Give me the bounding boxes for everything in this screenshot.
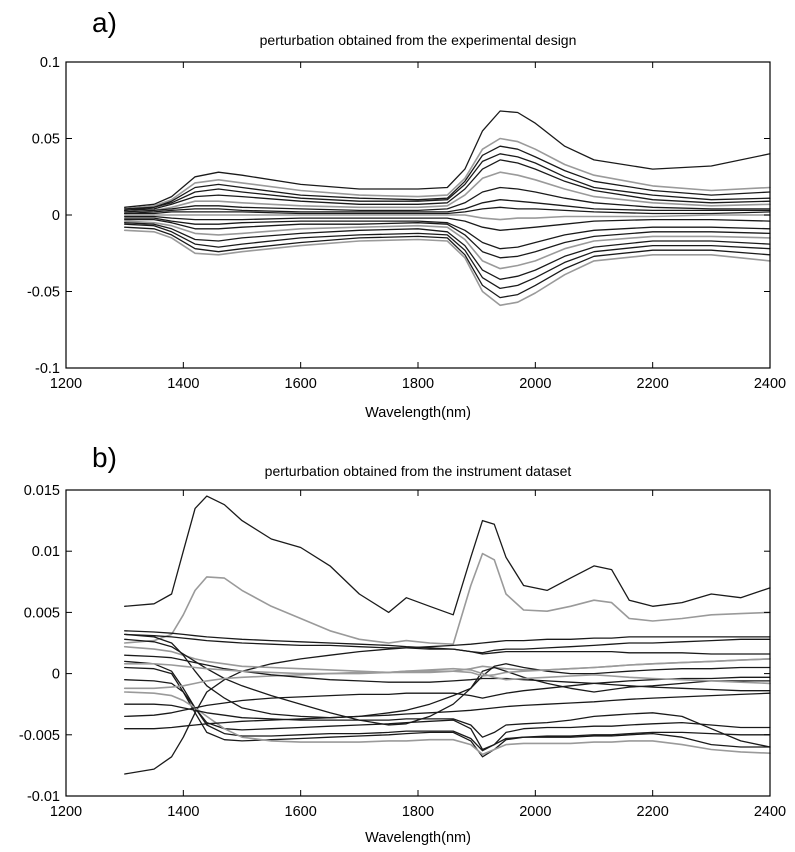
panel-a-series-line (124, 153, 771, 212)
panel-b-series-line (124, 660, 771, 751)
panel-b-y-tick-label: -0.01 (27, 789, 60, 805)
panel-a-letter: a) (92, 7, 117, 38)
panel-a-x-tick-label: 2000 (519, 376, 551, 392)
panel-a-x-tick-label: 1800 (402, 376, 434, 392)
panel-b-curves (123, 495, 771, 775)
panel-a-series-line (124, 217, 771, 250)
panel-a-x-tick-label: 1200 (50, 376, 82, 392)
panel-b-series-line (123, 691, 771, 756)
panel-b-series-line (124, 654, 771, 692)
panel-a-y-tick-label: 0 (52, 208, 60, 224)
panel-b-y-tick-label: 0 (52, 667, 60, 683)
panel-b-series-line (123, 662, 771, 685)
panel-b-x-axis-label: Wavelength(nm) (365, 830, 471, 846)
panel-b: b) perturbation obtained from the instru… (19, 442, 786, 846)
panel-b-y-tick-label: 0.005 (24, 605, 60, 621)
panel-a-series-line (124, 222, 771, 280)
panel-b-x-tick-label: 1400 (167, 804, 199, 820)
panel-b-x-tick-label: 2000 (519, 804, 551, 820)
panel-a-series-line (124, 199, 771, 215)
panel-a-series-line (123, 171, 771, 213)
panel-a-y-tick-label: 0.05 (32, 132, 60, 148)
panel-a-series-line (124, 159, 771, 212)
panel-a-series-line (124, 145, 771, 210)
panel-b-letter: b) (92, 442, 117, 473)
panel-b-x-tick-label: 1800 (402, 804, 434, 820)
panel-a-series-line (123, 220, 771, 270)
panel-a-y-tick-label: -0.05 (27, 285, 60, 301)
panel-b-y-axis: -0.01 -0.005 0 0.005 0.01 0.015 (19, 483, 770, 805)
panel-a-x-axis-label: Wavelength(nm) (365, 405, 471, 421)
panel-b-series-line (123, 552, 771, 646)
panel-b-series-line (124, 633, 771, 655)
panel-b-series-line (124, 666, 771, 758)
panel-b-series-line (124, 676, 771, 718)
panel-a-series-line (124, 226, 771, 299)
panel-a-x-tick-label: 2400 (754, 376, 786, 392)
panel-b-series-line (124, 692, 771, 730)
panel-a-title: perturbation obtained from the experimen… (260, 32, 577, 48)
panel-a-y-tick-label: 0.1 (40, 55, 60, 71)
panel-a-y-tick-label: -0.1 (35, 361, 60, 377)
panel-a-series-line (124, 110, 771, 208)
panel-b-x-tick-label: 2400 (754, 804, 786, 820)
panel-a-x-tick-label: 2200 (637, 376, 669, 392)
panel-a-x-tick-label: 1400 (167, 376, 199, 392)
panel-a-series-line (124, 223, 771, 290)
panel-b-series-line (124, 495, 771, 616)
panel-b-y-tick-label: 0.01 (32, 544, 60, 560)
panel-b-y-tick-label: -0.005 (19, 728, 60, 744)
panel-b-series-line (124, 636, 771, 775)
panel-b-x-axis: 1200 1400 1600 1800 2000 2200 2400 (50, 490, 786, 820)
panel-b-y-tick-label: 0.015 (24, 483, 60, 499)
panel-a-curves (123, 110, 771, 307)
panel-b-series-line (124, 703, 771, 748)
panel-b-x-tick-label: 1600 (285, 804, 317, 820)
panel-a-x-axis: 1200 1400 1600 1800 2000 2200 2400 (50, 62, 786, 392)
panel-a-series-line (123, 137, 771, 210)
panel-a: a) perturbation obtained from the experi… (27, 7, 786, 421)
panel-a-series-line (124, 186, 771, 213)
panel-b-x-tick-label: 2200 (637, 804, 669, 820)
panel-a-series-line (123, 229, 771, 307)
panel-a-y-axis: -0.1 -0.05 0 0.05 0.1 (27, 55, 770, 377)
panel-b-series-line (124, 633, 771, 719)
panel-b-x-tick-label: 1200 (50, 804, 82, 820)
panel-a-series-line (124, 218, 771, 259)
panel-b-series-line (124, 679, 771, 752)
panel-b-series-line (123, 658, 771, 690)
panel-a-series-line (124, 206, 771, 215)
panel-a-series-line (123, 214, 771, 221)
panel-a-x-tick-label: 1600 (285, 376, 317, 392)
panel-b-title: perturbation obtained from the instrumen… (265, 463, 572, 479)
panel-a-series-line (124, 215, 771, 231)
